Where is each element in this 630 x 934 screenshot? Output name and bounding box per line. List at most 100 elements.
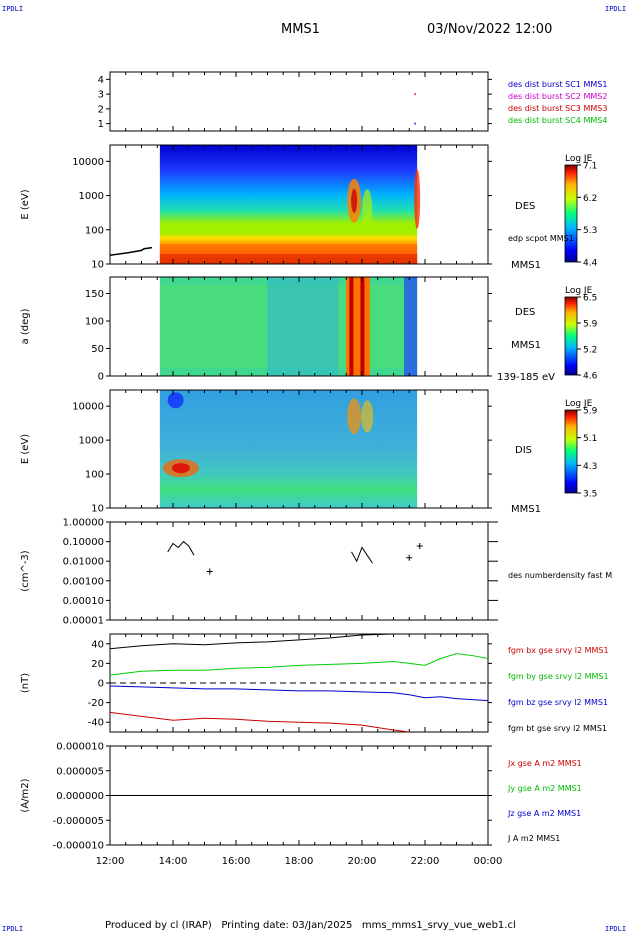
des-energy-ytick-label: 1000 — [79, 191, 104, 202]
datetime-title: 03/Nov/2022 12:00 — [427, 22, 553, 37]
bfield-legend-entry: fgm bx gse srvy l2 MMS1 — [508, 646, 609, 655]
des-pitch-colorbar — [564, 296, 578, 376]
time-axis-label: 12:00 — [96, 856, 125, 867]
density-ytick-label: 0.00001 — [63, 616, 104, 627]
density-ytick-label: 0.01000 — [63, 557, 104, 568]
corner-label-top-left: IPDLI — [2, 5, 24, 13]
current-ytick-label: 0.000010 — [56, 742, 104, 753]
des-pitch-colorbar-label: 4.6 — [583, 372, 598, 382]
density-ytick-label: 1.00000 — [63, 518, 104, 529]
density-ytick-label: 0.10000 — [63, 537, 104, 548]
current-ytick-label: -0.000010 — [53, 841, 104, 852]
burst-ytick-label: 4 — [98, 75, 104, 86]
des-pitch-ytick-label: 0 — [98, 372, 104, 383]
bfield-ytick-label: -40 — [88, 718, 104, 729]
density-ylabel: (cm^-3) — [20, 550, 31, 591]
bfield-legend-entry: fgm by gse srvy l2 MMS1 — [508, 672, 609, 681]
dis-energy-label: DIS — [515, 445, 532, 456]
des-pitch-colorbar-label: 5.2 — [583, 346, 597, 356]
burst-legend-entry: des dist burst SC3 MMS3 — [508, 104, 607, 113]
des-energy-ytick-label: 10 — [91, 260, 104, 271]
density-ytick-label: 0.00010 — [63, 596, 104, 607]
bfield-series-line — [109, 633, 394, 650]
bfield-series-line — [109, 711, 410, 733]
density-point — [206, 568, 213, 575]
des-pitch-colorbar-title: Log JE — [565, 286, 593, 296]
des-energy-colorbar-title: Log JE — [565, 154, 593, 164]
dis-energy-spectrogram — [159, 390, 418, 508]
current-ytick-label: 0.000000 — [56, 791, 104, 802]
des-energy-colorbar-label: 5.3 — [583, 226, 597, 236]
time-axis-label: 18:00 — [285, 856, 314, 867]
des-energy-lowest-band — [159, 254, 418, 264]
bfield-ytick-label: 20 — [91, 659, 104, 670]
dis-energy-colorbar-label: 5.1 — [583, 434, 597, 444]
des-pitch-low-region — [267, 277, 339, 376]
bfield-legend-entry: fgm bt gse srvy l2 MMS1 — [508, 724, 607, 733]
bfield-legend-entry: fgm bz gse srvy l2 MMS1 — [508, 698, 608, 707]
des-pitch-colorbar-label: 5.9 — [583, 320, 598, 330]
time-axis-label: 14:00 — [159, 856, 188, 867]
burst-legend-entry: des dist burst SC4 MMS4 — [508, 116, 607, 125]
des-pitch-energy-label: 139-185 eV — [497, 372, 555, 383]
des-pitch-ylabel: a (deg) — [20, 308, 31, 344]
dis-energy-ytick-label: 100 — [85, 470, 104, 481]
dis-energy-bottom-label: MMS1 — [511, 504, 541, 515]
density-line — [351, 546, 373, 564]
dis-energy-hot-core — [171, 463, 190, 474]
current-legend-entry: Jy gse A m2 MMS1 — [507, 784, 582, 793]
corner-label-top-right: IPDLI — [605, 5, 627, 13]
des-pitch-ytick-label: 100 — [85, 317, 104, 328]
des-pitch-event-core — [360, 277, 365, 376]
current-legend-entry: Jx gse A m2 MMS1 — [507, 759, 582, 768]
dis-energy-ytick-label: 1000 — [79, 436, 104, 447]
time-axis-label: 20:00 — [348, 856, 377, 867]
burst-mark — [414, 93, 416, 96]
current-ytick-label: -0.000005 — [53, 816, 104, 827]
dis-energy-ytick-label: 10000 — [72, 402, 104, 413]
bfield-ylabel: (nT) — [20, 673, 31, 693]
current-ylabel: (A/m2) — [20, 778, 31, 812]
des-pitch-ytick-label: 150 — [85, 289, 104, 300]
bfield-ytick-label: 0 — [98, 679, 104, 690]
des-energy-bottom-label: MMS1 — [511, 260, 541, 271]
burst-legend-entry: des dist burst SC2 MMS2 — [508, 92, 607, 101]
dis-energy-colorbar-label: 5.9 — [583, 407, 598, 417]
des-energy-event-core — [351, 188, 358, 213]
density-legend: des numberdensity fast M — [508, 571, 612, 580]
bfield-series-line — [109, 653, 489, 676]
des-energy-label: DES — [515, 201, 535, 212]
footer-credit: Produced by cl (IRAP) Printing date: 03/… — [105, 920, 516, 931]
des-pitch-event-core — [349, 277, 354, 376]
dis-energy-ytick-label: 10 — [91, 504, 104, 515]
dis-energy-colorbar-label: 4.3 — [583, 462, 597, 472]
dis-energy-event — [361, 400, 374, 433]
scpot-legend: edp scpot MMS1 — [508, 234, 574, 243]
burst-ytick-label: 3 — [98, 90, 104, 101]
burst-legend-entry: des dist burst SC1 MMS1 — [508, 80, 607, 89]
des-energy-event — [414, 168, 421, 229]
burst-ytick-label: 1 — [98, 119, 104, 130]
burst-panel-frame — [109, 71, 489, 132]
density-ytick-label: 0.00100 — [63, 576, 104, 587]
des-energy-event — [362, 189, 373, 230]
des-pitch-label: DES — [515, 307, 535, 318]
spacecraft-title: MMS1 — [281, 22, 320, 37]
des-pitch-sub-label: MMS1 — [511, 340, 541, 351]
dis-energy-top — [167, 392, 184, 409]
dis-energy-event — [347, 398, 362, 435]
bfield-ytick-label: 40 — [91, 639, 104, 650]
des-pitch-ytick-label: 50 — [91, 344, 104, 355]
time-axis-label: 00:00 — [474, 856, 503, 867]
current-legend-entry: J A m2 MMS1 — [507, 834, 560, 843]
des-energy-colorbar-label: 6.2 — [583, 194, 597, 204]
des-energy-ylabel: E (eV) — [20, 189, 31, 219]
current-legend-entry: Jz gse A m2 MMS1 — [507, 809, 581, 818]
density-point — [406, 554, 413, 561]
dis-energy-ylabel: E (eV) — [20, 434, 31, 464]
time-axis-label: 22:00 — [411, 856, 440, 867]
density-line — [167, 540, 195, 556]
current-ytick-label: 0.000005 — [56, 766, 104, 777]
des-energy-ytick-label: 10000 — [72, 157, 104, 168]
